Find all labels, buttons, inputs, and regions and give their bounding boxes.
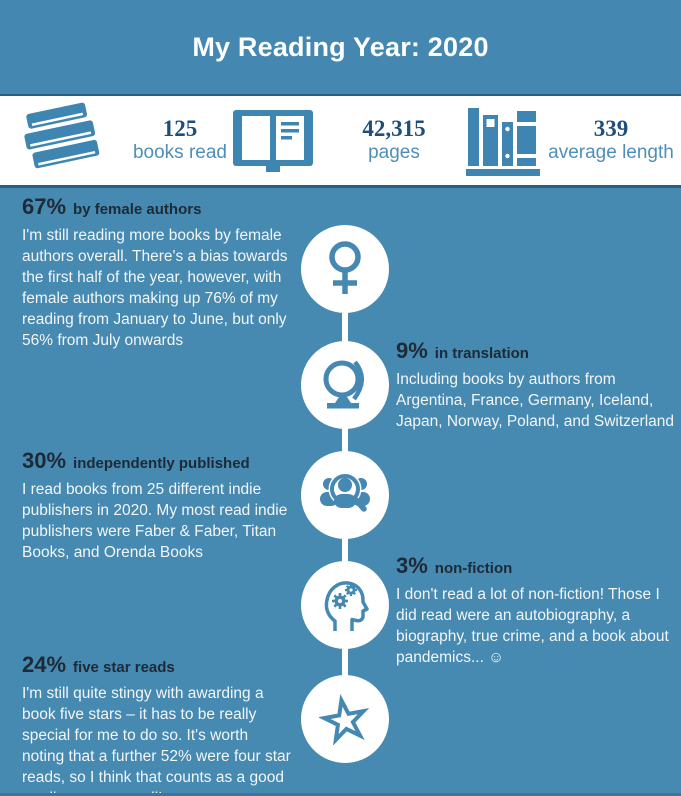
stat-value: 125 <box>162 116 198 141</box>
section-percent: 9% <box>396 338 428 363</box>
open-book-icon <box>230 106 316 181</box>
female-symbol-icon <box>329 241 361 294</box>
section-percent: 3% <box>396 553 428 578</box>
star-icon <box>319 693 370 745</box>
section-title: non-fiction <box>434 560 513 577</box>
section-independently-published: 30% independently published I read books … <box>22 448 326 563</box>
bookshelf-icon <box>458 102 550 185</box>
section-title: five star reads <box>73 659 175 676</box>
section-title: by female authors <box>73 201 202 218</box>
section-five-star-reads: 24% five star reads I'm still quite sting… <box>22 652 326 796</box>
header-bar: My Reading Year: 2020 <box>0 0 681 94</box>
stat-average-length: 339 average length <box>544 116 678 164</box>
section-percent: 67% <box>22 194 67 219</box>
section-title: in translation <box>434 345 529 362</box>
stat-label: average length <box>548 142 674 163</box>
section-body: I'm still reading more books by female a… <box>22 227 288 349</box>
stat-label: books read <box>132 142 227 163</box>
stat-label: pages <box>368 142 420 163</box>
section-non-fiction: 3% non-fiction I don't read a lot of non-… <box>396 553 681 668</box>
section-body: I don't read a lot of non-fiction! Those… <box>396 586 669 666</box>
section-percent: 30% <box>22 448 67 473</box>
timeline-node-female <box>301 225 389 313</box>
section-female-authors: 67% by female authors I'm still reading m… <box>22 194 326 351</box>
timeline-node-people-search <box>301 451 389 539</box>
page-title: My Reading Year: 2020 <box>192 31 489 62</box>
timeline-node-star <box>301 675 389 763</box>
section-title: independently published <box>73 455 250 472</box>
globe-icon <box>323 360 364 409</box>
section-percent: 24% <box>22 652 67 677</box>
section-heading: 9% in translation <box>396 338 681 364</box>
bottom-edge-strip <box>0 793 681 796</box>
stat-pages: 42,315 pages <box>324 116 464 164</box>
timeline-node-globe <box>301 341 389 429</box>
section-body: Including books by authors from Argentin… <box>396 371 675 430</box>
section-heading: 24% five star reads <box>22 652 326 678</box>
books-stack-icon <box>12 100 108 187</box>
section-in-translation: 9% in translation Including books by auth… <box>396 338 681 432</box>
timeline-node-head-gears <box>301 561 389 649</box>
stat-books-read: 125 books read <box>110 116 250 164</box>
stats-band <box>0 94 681 188</box>
stat-value: 339 <box>593 116 629 141</box>
section-heading: 67% by female authors <box>22 194 326 220</box>
section-body: I'm still quite stingy with awarding a b… <box>22 685 291 796</box>
section-body: I read books from 25 different indie pub… <box>22 481 288 561</box>
head-gears-icon <box>324 581 369 631</box>
stat-value: 42,315 <box>362 116 426 141</box>
section-heading: 3% non-fiction <box>396 553 681 579</box>
people-search-icon <box>320 472 370 512</box>
section-heading: 30% independently published <box>22 448 326 474</box>
